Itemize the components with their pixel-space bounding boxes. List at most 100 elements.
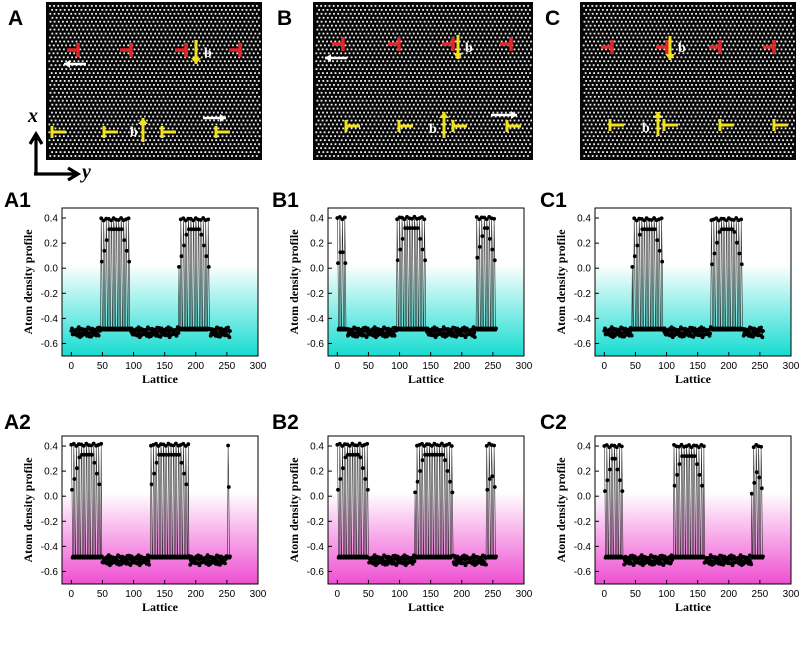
atom-lattice bbox=[315, 5, 532, 157]
data-point bbox=[177, 452, 181, 457]
data-point bbox=[707, 328, 711, 332]
y-tick-label: 0.4 bbox=[577, 442, 591, 453]
data-point bbox=[660, 259, 665, 264]
data-point bbox=[484, 444, 489, 448]
data-point bbox=[146, 331, 151, 336]
data-point bbox=[413, 490, 417, 495]
data-point bbox=[94, 471, 99, 476]
data-point bbox=[102, 248, 107, 253]
y-tick-label: 0.0 bbox=[44, 492, 58, 503]
dislocation-symbol bbox=[67, 43, 80, 57]
data-point bbox=[627, 557, 632, 562]
y-tick-label: -0.2 bbox=[574, 289, 592, 300]
data-point bbox=[337, 215, 342, 219]
data-point bbox=[201, 216, 206, 220]
x-axis-label: Lattice bbox=[142, 372, 179, 386]
y-axis-label: Atom density profile bbox=[287, 229, 301, 335]
data-point bbox=[360, 329, 365, 334]
data-point bbox=[174, 441, 178, 446]
data-point bbox=[721, 562, 726, 567]
data-point bbox=[177, 265, 181, 269]
x-tick-label: 200 bbox=[187, 361, 204, 372]
y-tick-label: 0.4 bbox=[44, 442, 58, 453]
burgers-label-bottom: b bbox=[130, 125, 138, 140]
data-point bbox=[661, 563, 666, 567]
data-point bbox=[94, 329, 99, 334]
data-point bbox=[392, 333, 397, 338]
panel-label-b2: B2 bbox=[272, 411, 299, 434]
x-tick-label: 50 bbox=[97, 361, 109, 372]
x-tick-label: 50 bbox=[630, 589, 642, 600]
x-axis-label: Lattice bbox=[408, 600, 445, 614]
dislocation-symbol bbox=[718, 119, 734, 131]
data-point bbox=[679, 442, 684, 447]
data-point bbox=[343, 455, 348, 460]
data-point bbox=[182, 471, 186, 476]
data-point bbox=[627, 329, 632, 334]
density-series bbox=[335, 214, 498, 340]
data-point bbox=[472, 335, 477, 339]
x-axis-arrow bbox=[28, 130, 44, 174]
data-point bbox=[494, 554, 498, 559]
burgers-label-top: b bbox=[678, 41, 686, 56]
data-point bbox=[126, 216, 131, 221]
data-point bbox=[423, 258, 427, 263]
data-point bbox=[418, 469, 422, 473]
plot-frame bbox=[594, 435, 792, 585]
data-point bbox=[752, 481, 757, 485]
data-point bbox=[357, 441, 362, 446]
data-point bbox=[206, 265, 211, 269]
data-point bbox=[116, 559, 121, 564]
density-chart-a2: 0 50 100 150 200 250 300 -0.6 -0.4 -0.2 0.0 0.2 0.4 L… bbox=[21, 435, 267, 614]
data-point bbox=[179, 460, 184, 465]
data-point bbox=[614, 445, 619, 450]
data-point bbox=[715, 240, 719, 245]
y-axis-arrow bbox=[34, 166, 82, 182]
x-tick-label: 100 bbox=[391, 589, 408, 600]
data-point bbox=[226, 443, 231, 448]
data-point bbox=[184, 482, 189, 487]
data-point bbox=[412, 214, 417, 219]
data-point bbox=[71, 441, 76, 446]
data-point bbox=[732, 230, 737, 234]
data-point bbox=[492, 485, 497, 489]
x-tick-label: 150 bbox=[689, 589, 706, 600]
data-point bbox=[99, 441, 104, 446]
burgers-vector-arrow bbox=[665, 36, 675, 60]
data-point bbox=[618, 478, 622, 483]
x-tick-label: 150 bbox=[422, 361, 439, 372]
data-point bbox=[492, 443, 496, 448]
data-point bbox=[484, 562, 488, 567]
data-point bbox=[127, 259, 132, 264]
data-point bbox=[754, 470, 759, 475]
data-point bbox=[440, 452, 445, 457]
data-point bbox=[202, 243, 206, 248]
data-point bbox=[679, 331, 684, 336]
y-tick-label: -0.6 bbox=[307, 339, 325, 350]
y-axis-label: Atom density profile bbox=[21, 229, 35, 335]
data-point bbox=[226, 325, 231, 330]
y-tick-label: 0.0 bbox=[577, 492, 591, 503]
data-point bbox=[90, 452, 94, 457]
burgers-vector-arrow bbox=[439, 112, 449, 138]
data-point bbox=[692, 454, 697, 458]
data-point bbox=[760, 335, 765, 340]
dislocation-symbol bbox=[120, 43, 133, 57]
glide-direction-arrow bbox=[64, 60, 86, 68]
y-tick-label: 0.4 bbox=[310, 442, 324, 453]
x-tick-label: 100 bbox=[125, 589, 142, 600]
data-point bbox=[412, 559, 417, 564]
data-point bbox=[227, 335, 232, 340]
data-point bbox=[739, 262, 744, 267]
data-point bbox=[174, 328, 178, 332]
data-point bbox=[347, 444, 352, 448]
data-point bbox=[356, 452, 360, 457]
x-tick-label: 150 bbox=[422, 589, 439, 600]
x-tick-label: 100 bbox=[391, 361, 408, 372]
x-tick-label: 150 bbox=[156, 361, 173, 372]
data-point bbox=[360, 466, 365, 471]
data-point bbox=[164, 444, 168, 448]
data-point bbox=[449, 444, 454, 448]
data-point bbox=[632, 216, 637, 221]
data-point bbox=[474, 215, 479, 219]
